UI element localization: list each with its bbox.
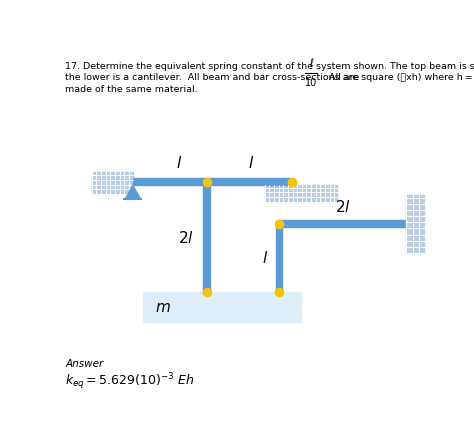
Text: $l$: $l$ [176,156,182,172]
Text: $2l$: $2l$ [178,231,194,247]
Text: $2l$: $2l$ [335,198,351,215]
Text: 10: 10 [305,78,317,88]
Bar [276,224,283,292]
Bar [406,194,423,253]
Text: $l$: $l$ [248,156,255,172]
Text: the lower is a cantilever.  All beam and bar cross-sections are square (ℊxh) whe: the lower is a cantilever. All beam and … [65,73,473,82]
Text: Answer: Answer [65,359,104,370]
Bar [203,185,210,292]
Polygon shape [125,185,141,199]
Text: made of the same material.: made of the same material. [65,85,198,94]
Text: $m$: $m$ [155,299,171,314]
Text: . All are: . All are [323,73,359,82]
Text: $k_{eq} = 5.629(10)^{-3}\ Eh$: $k_{eq} = 5.629(10)^{-3}\ Eh$ [65,371,195,392]
Bar [279,220,406,227]
Bar [133,179,292,185]
Text: 17. Determine the equivalent spring constant of the system shown. The top beam i: 17. Determine the equivalent spring cons… [65,62,474,71]
Text: ℓ: ℓ [309,58,313,68]
Bar [264,185,337,202]
Bar [92,172,133,194]
Text: $l$: $l$ [262,250,268,266]
Bar [143,292,301,322]
